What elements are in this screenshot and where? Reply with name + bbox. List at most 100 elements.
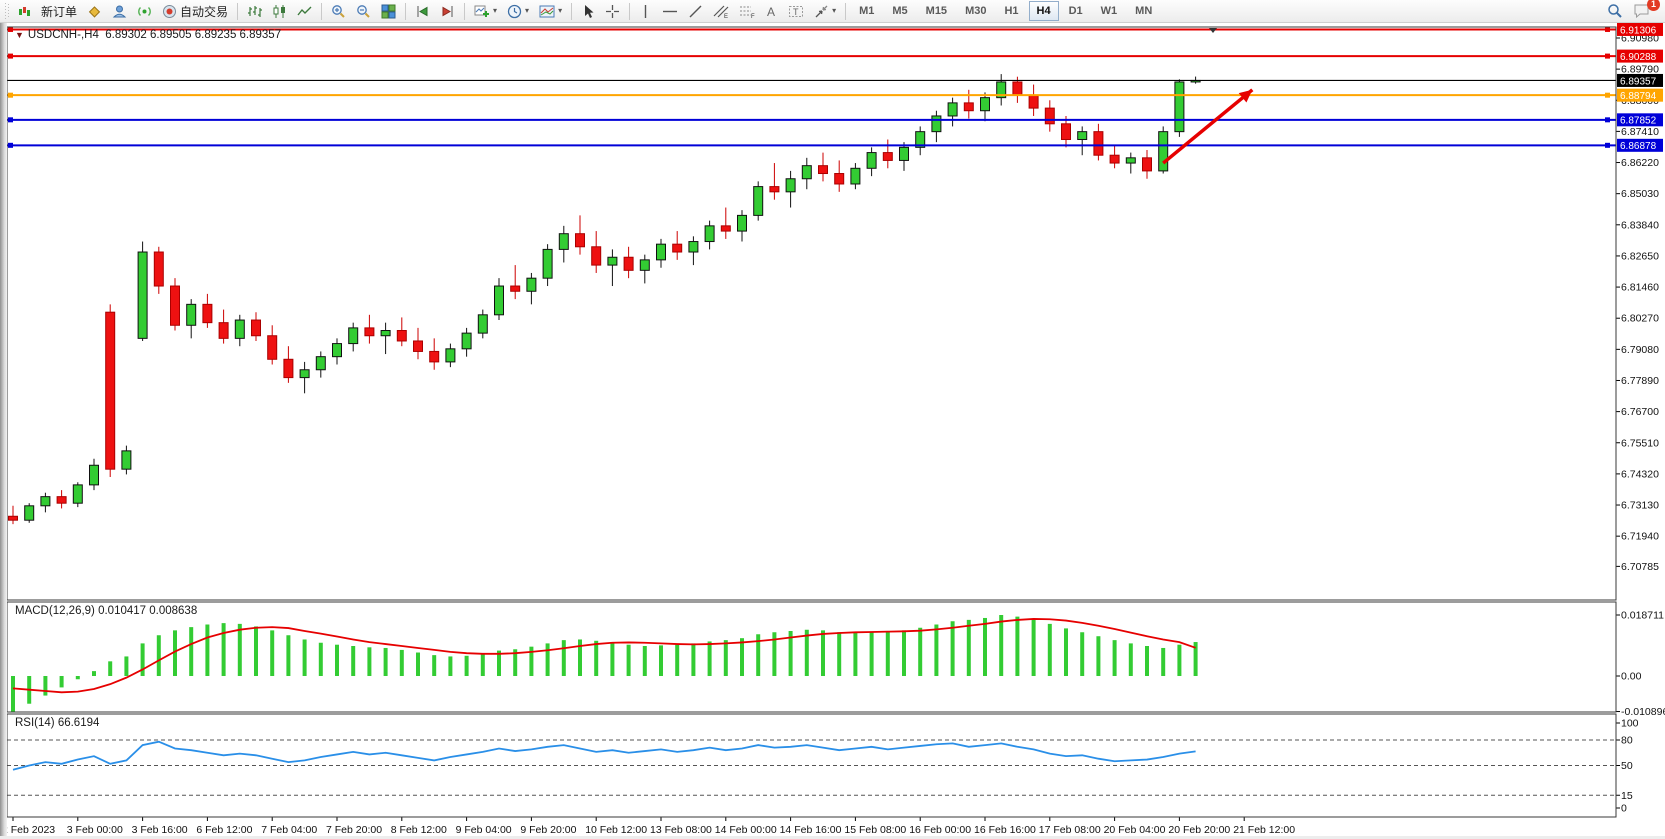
one-click-trading-toggle-icon[interactable]: ▼ (15, 30, 24, 40)
time-axis-label: 14 Feb 00:00 (715, 824, 777, 836)
line-chart-button[interactable] (293, 1, 316, 21)
price-tick-label: 6.89790 (1621, 64, 1659, 76)
price-tick-label: 6.73130 (1621, 500, 1659, 512)
line-handle[interactable] (8, 26, 13, 32)
market-button[interactable] (83, 1, 106, 21)
new-order-button[interactable]: 新订单 (37, 1, 81, 21)
text-button[interactable]: A (761, 1, 782, 21)
timeframe-m1-button[interactable]: M1 (851, 1, 882, 21)
templates-button[interactable]: ▾ (535, 1, 566, 21)
price-tick-label: 6.87410 (1621, 126, 1659, 138)
tile-windows-button[interactable] (377, 1, 400, 21)
candle-body (1028, 94, 1039, 109)
time-axis-label: 15 Feb 08:00 (844, 824, 906, 836)
timeframe-mn-button[interactable]: MN (1127, 1, 1160, 21)
trendline-button[interactable] (684, 1, 707, 21)
equidistant-channel-button[interactable]: E (709, 1, 733, 21)
trend-arrow-head[interactable] (1238, 89, 1253, 103)
line-handle[interactable] (8, 142, 13, 148)
crosshair-button[interactable] (601, 1, 624, 21)
text-label-button[interactable]: T (784, 1, 808, 21)
candle-body (24, 505, 35, 521)
price-tick-label: 6.75510 (1621, 437, 1659, 449)
arrows-icon (815, 5, 828, 17)
chart-shift-marker[interactable] (1209, 28, 1217, 33)
toolbar-grip[interactable] (5, 3, 10, 19)
zoom-out-button[interactable] (352, 1, 375, 21)
timeframe-w1-button[interactable]: W1 (1093, 1, 1126, 21)
line-handle[interactable] (8, 53, 13, 59)
candle-body (202, 303, 213, 324)
fibonacci-button[interactable]: F (735, 1, 759, 21)
time-axis-label: 16 Feb 16:00 (974, 824, 1036, 836)
timeframe-d1-button[interactable]: D1 (1061, 1, 1091, 21)
equidistant-channel-icon: E (713, 5, 729, 19)
candle-body (591, 246, 602, 266)
rsi-tick-label: 15 (1621, 790, 1633, 802)
candle-body (1093, 131, 1104, 156)
candle-body (882, 152, 893, 161)
bar-chart-button[interactable] (243, 1, 266, 21)
line-handle[interactable] (1605, 92, 1610, 98)
autotrading-button[interactable]: 自动交易 (158, 1, 232, 21)
svg-text:E: E (724, 14, 728, 19)
price-tick-label: 6.85030 (1621, 188, 1659, 200)
line-handle[interactable] (8, 92, 13, 98)
notification-badge: 1 (1647, 0, 1660, 11)
candle-body (866, 152, 877, 169)
timeframe-m15-button[interactable]: M15 (918, 1, 955, 21)
timeframe-h4-button[interactable]: H4 (1028, 1, 1059, 21)
candle-body (769, 186, 780, 193)
chart-shift-button[interactable] (436, 1, 459, 21)
timeframe-m5-button[interactable]: M5 (884, 1, 915, 21)
candle-body (267, 335, 278, 360)
price-level-badge-text: 6.88794 (1620, 91, 1657, 102)
price-level-badge (1617, 49, 1663, 63)
time-axis-label: 14 Feb 16:00 (780, 824, 842, 836)
macd-tick-label: 0.018711 (1621, 609, 1664, 621)
line-handle[interactable] (1605, 142, 1610, 148)
price-level-badge-text: 6.90288 (1620, 52, 1657, 63)
chart-shift-icon (442, 5, 453, 17)
indicators-button[interactable]: ▾ (470, 1, 501, 21)
line-handle[interactable] (1605, 26, 1610, 32)
cursor-button[interactable] (577, 1, 599, 21)
candlestick-chart-button[interactable] (268, 1, 291, 21)
time-axis-label: 9 Feb 20:00 (520, 824, 576, 836)
timeframe-m30-button[interactable]: M30 (957, 1, 994, 21)
price-level-badge-text: 6.91306 (1620, 25, 1657, 36)
line-handle[interactable] (8, 117, 13, 123)
signals-button[interactable] (133, 1, 156, 21)
timeframe-h1-button[interactable]: H1 (996, 1, 1026, 21)
line-handle[interactable] (1605, 53, 1610, 59)
chart-title[interactable]: ▼ USDCNH-,H4 6.89302 6.89505 6.89235 6.89… (15, 29, 281, 41)
candle-body (137, 251, 148, 339)
search-button[interactable] (1603, 1, 1627, 21)
candle-body (429, 350, 440, 363)
candle-body (963, 102, 974, 112)
rsi-indicator-label: RSI(14) 66.6194 (15, 717, 100, 729)
dropdown-caret: ▾ (493, 6, 498, 15)
periods-button[interactable]: ▾ (503, 1, 533, 21)
line-handle[interactable] (1605, 117, 1610, 123)
horizontal-line-button[interactable] (658, 1, 682, 21)
price-tick-label: 6.79080 (1621, 344, 1659, 356)
candle-body (413, 340, 423, 352)
trend-arrow[interactable] (1162, 88, 1254, 165)
candle-body (1158, 131, 1169, 172)
cursor-icon (585, 4, 594, 18)
vertical-line-button[interactable] (635, 1, 656, 21)
community-button[interactable] (108, 1, 131, 21)
left-splitter[interactable] (0, 23, 7, 839)
auto-scroll-button[interactable] (411, 1, 434, 21)
candle-body (656, 243, 666, 261)
notifications-button[interactable]: 1 (1629, 0, 1660, 21)
arrows-button[interactable]: ▾ (810, 1, 840, 21)
rsi-line (12, 740, 1196, 771)
timeframe-group: M1 M5 M15 M30 H1 H4 D1 W1 MN (850, 1, 1161, 21)
price-tick-label: 6.76700 (1621, 406, 1659, 418)
candle-body (834, 173, 845, 185)
zoom-in-button[interactable] (327, 1, 350, 21)
price-tick-label: 6.71940 (1621, 531, 1659, 543)
